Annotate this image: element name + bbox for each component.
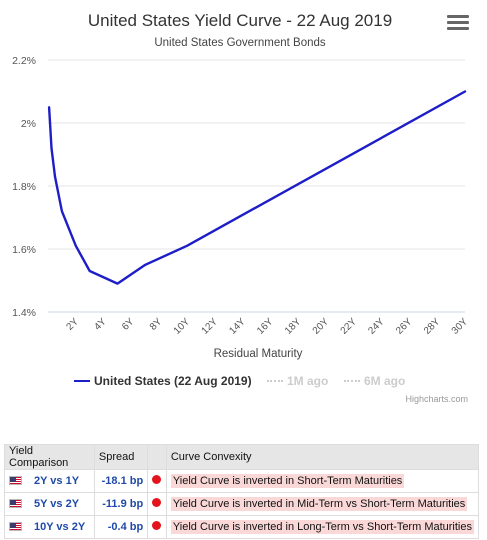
x-tick-label: 2Y xyxy=(64,316,81,333)
data-point[interactable] xyxy=(116,282,118,284)
us-flag-icon xyxy=(9,475,22,485)
y-tick-label: 1.6% xyxy=(12,244,36,256)
legend-line-symbol xyxy=(267,379,283,382)
status-dot-icon xyxy=(152,475,162,484)
x-tick-label: 20Y xyxy=(311,316,332,337)
legend-label: United States (22 Aug 2019) xyxy=(94,374,252,388)
x-tick-label: 30Y xyxy=(450,316,471,337)
data-point[interactable] xyxy=(186,245,188,247)
x-tick-label: 10Y xyxy=(172,316,193,337)
us-flag-icon xyxy=(9,521,22,531)
y-axis-ticks: 1.4% 1.6% 1.8% 2% 2.2% xyxy=(12,55,36,319)
convexity-text: Yield Curve is inverted in Long-Term vs … xyxy=(170,520,474,534)
header-status xyxy=(147,444,167,470)
header-curve-convexity: Curve Convexity xyxy=(165,444,480,470)
x-tick-label: 22Y xyxy=(339,316,360,337)
data-point[interactable] xyxy=(89,270,91,272)
data-point[interactable] xyxy=(464,90,466,92)
data-point[interactable] xyxy=(54,175,56,177)
y-tick-label: 1.8% xyxy=(12,181,36,193)
convexity-cell: Yield Curve is inverted in Mid-Term vs S… xyxy=(165,492,480,516)
credits-link[interactable]: Highcharts.com xyxy=(405,394,468,404)
legend-line-symbol xyxy=(344,379,360,382)
series-line-united-states[interactable] xyxy=(47,90,467,285)
status-dot-icon xyxy=(152,498,162,507)
pair-label: 10Y vs 2Y xyxy=(34,521,86,533)
status-dot-icon xyxy=(152,521,162,530)
y-tick-label: 1.4% xyxy=(12,307,36,319)
x-tick-label: 18Y xyxy=(283,316,304,337)
pair-cell: 2Y vs 1Y xyxy=(4,469,95,493)
table-row: 5Y vs 2Y -11.9 bp Yield Curve is inverte… xyxy=(4,492,480,516)
chart-subtitle: United States Government Bonds xyxy=(154,37,326,49)
table-row: 2Y vs 1Y -18.1 bp Yield Curve is inverte… xyxy=(4,469,480,493)
x-tick-label: 26Y xyxy=(394,316,415,337)
pair-label: 2Y vs 1Y xyxy=(34,475,80,487)
legend-label: 1M ago xyxy=(287,374,329,388)
status-cell xyxy=(147,515,167,539)
status-cell xyxy=(147,469,167,493)
chart-svg: United States Yield Curve - 22 Aug 2019 … xyxy=(12,11,470,360)
chart-title: United States Yield Curve - 22 Aug 2019 xyxy=(88,11,392,30)
header-yield-comparison: Yield Comparison xyxy=(4,444,95,470)
legend-line-symbol xyxy=(74,379,90,382)
convexity-cell: Yield Curve is inverted in Long-Term vs … xyxy=(165,515,480,539)
series-layer xyxy=(47,90,467,285)
x-tick-label: 16Y xyxy=(255,316,276,337)
table-header-row: Yield Comparison Spread Curve Convexity xyxy=(4,444,480,470)
us-flag-icon xyxy=(9,498,22,508)
pair-label: 5Y vs 2Y xyxy=(34,498,80,510)
spread-value: -11.9 bp xyxy=(93,492,149,516)
x-tick-label: 12Y xyxy=(200,316,221,337)
legend-item-6m-ago[interactable]: 6M ago xyxy=(344,374,405,388)
legend-item-1m-ago[interactable]: 1M ago xyxy=(267,374,328,388)
legend-item-united-states[interactable]: United States (22 Aug 2019) xyxy=(74,374,252,388)
table-row: 10Y vs 2Y -0.4 bp Yield Curve is inverte… xyxy=(4,515,480,539)
legend-label: 6M ago xyxy=(364,374,406,388)
x-tick-label: 6Y xyxy=(120,316,137,333)
x-tick-label: 28Y xyxy=(422,316,443,337)
header-spread: Spread xyxy=(93,444,149,470)
status-cell xyxy=(147,492,167,516)
data-point[interactable] xyxy=(75,245,77,247)
x-tick-label: 24Y xyxy=(366,316,387,337)
y-tick-label: 2.2% xyxy=(12,55,36,67)
x-axis-ticks: 2Y 4Y 6Y 8Y 10Y 12Y 14Y 16Y 18Y 20Y 22Y 24Y 26Y 28Y 30… xyxy=(64,316,470,337)
x-tick-label: 4Y xyxy=(92,316,109,333)
data-point[interactable] xyxy=(50,147,52,149)
pair-cell: 10Y vs 2Y xyxy=(4,515,95,539)
pair-cell: 5Y vs 2Y xyxy=(4,492,95,516)
spread-value: -18.1 bp xyxy=(93,469,149,493)
hamburger-menu-icon[interactable] xyxy=(444,12,472,36)
grid-lines xyxy=(48,59,465,313)
y-tick-label: 2% xyxy=(21,118,36,130)
x-tick-label: 14Y xyxy=(227,316,248,337)
data-point[interactable] xyxy=(61,210,63,212)
convexity-text: Yield Curve is inverted in Short-Term Ma… xyxy=(170,474,405,488)
x-axis-title: Residual Maturity xyxy=(214,348,303,360)
data-point[interactable] xyxy=(144,264,146,266)
x-tick-label: 8Y xyxy=(148,316,165,333)
yield-comparison-table: Yield Comparison Spread Curve Convexity … xyxy=(4,444,480,539)
spread-value: -0.4 bp xyxy=(93,515,149,539)
data-point[interactable] xyxy=(48,106,50,108)
yield-curve-chart: United States Yield Curve - 22 Aug 2019 … xyxy=(12,11,472,404)
convexity-cell: Yield Curve is inverted in Short-Term Ma… xyxy=(165,469,480,493)
convexity-text: Yield Curve is inverted in Mid-Term vs S… xyxy=(170,497,468,511)
